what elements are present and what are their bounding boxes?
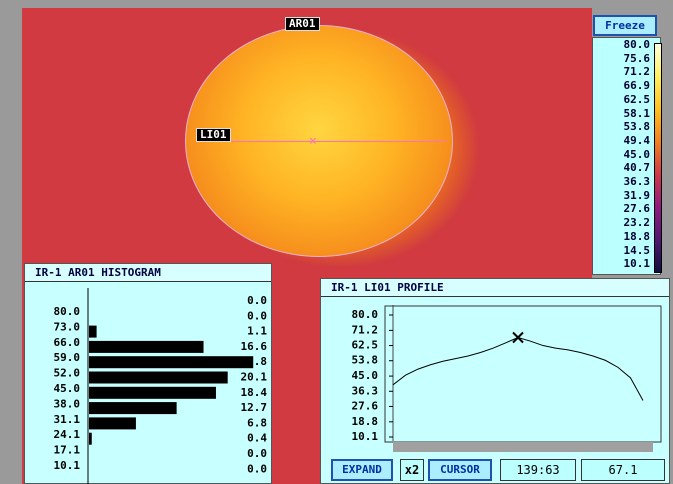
bin-label: 59.0 [54,351,81,364]
scale-label: 18.8 [624,230,651,243]
y-tick-label: 27.6 [352,399,379,412]
histogram-bar [89,433,92,445]
bar-value: 12.7 [241,401,268,414]
histogram-bar [89,417,136,429]
bin-label: 17.1 [54,444,81,457]
scale-label: 40.7 [624,161,651,174]
y-tick-label: 80.0 [352,308,379,321]
area-label[interactable]: AR01 [285,17,320,31]
scale-label: 14.5 [624,244,651,257]
scale-label: 45.0 [624,148,651,161]
line-label[interactable]: LI01 [196,128,231,142]
cursor-position: 139:63 [500,459,576,481]
histogram-bar [89,341,204,353]
scale-label: 62.5 [624,93,651,106]
histogram-window: IR-1 AR01 HISTOGRAM 80.0 73.0 66.0 59.0 52.0… [24,263,272,484]
bin-label: 52.0 [54,367,81,380]
thermal-app: × AR01 LI01 Freeze 80.075.671.266.962.55… [0,0,673,484]
bin-label: 45.0 [54,382,81,395]
bar-value: 1.1 [247,325,267,338]
bin-label: 73.0 [54,320,81,333]
bar-value: 0.0 [247,309,267,322]
histogram-bar [89,356,253,368]
freeze-button[interactable]: Freeze [593,15,657,36]
histogram-title: IR-1 AR01 HISTOGRAM [25,264,271,282]
histogram-bar [89,372,228,384]
histogram-bar [89,402,177,414]
bar-value: 20.1 [241,371,268,384]
scale-label: 23.2 [624,216,651,229]
scale-label: 49.4 [624,134,651,147]
cursor-button[interactable]: CURSOR [428,459,492,481]
color-bar [654,43,662,273]
y-tick-label: 10.1 [352,430,379,443]
scale-label: 36.3 [624,175,651,188]
scrollbar [393,442,653,452]
bin-label: 66.0 [54,336,81,349]
bar-value: 0.4 [247,432,267,445]
scale-label: 53.8 [624,120,651,133]
line-roi [196,141,446,142]
center-marker: × [309,134,317,149]
bin-label: 31.1 [54,413,81,426]
bin-label: 24.1 [54,428,81,441]
scale-label: 80.0 [624,38,651,51]
scale-label: 31.9 [624,189,651,202]
scale-label: 10.1 [624,257,651,270]
bin-label: 80.0 [54,305,81,318]
histogram-bar [89,387,216,399]
bar-value: 16.6 [241,340,268,353]
bar-value: 0.0 [247,294,267,307]
bar-value: 18.4 [241,386,268,399]
zoom-button[interactable]: x2 [400,459,424,481]
profile-plot: 80.0 71.2 62.5 53.8 45.0 36.3 27.6 18.8 10.1 [321,297,669,457]
y-tick-label: 71.2 [352,323,379,336]
plot-frame [385,306,661,442]
bar-value: 6.8 [247,416,267,429]
cursor-reading: 67.1 [581,459,665,481]
histogram-plot: 80.0 73.0 66.0 59.0 52.0 45.0 38.0 31.1 24.1 17.1… [25,282,271,484]
profile-window: IR-1 LI01 PROFILE 80.0 71.2 62.5 53.8 45.0 36… [320,278,670,484]
y-tick-label: 18.8 [352,415,379,428]
histogram-bar [89,326,97,338]
bar-value: 23.8 [241,355,268,368]
expand-button[interactable]: EXPAND [331,459,393,481]
scale-label: 27.6 [624,202,651,215]
bar-value: 0.0 [247,462,267,475]
profile-title: IR-1 LI01 PROFILE [321,279,669,297]
scale-label: 75.6 [624,52,651,65]
bar-value: 0.0 [247,447,267,460]
y-tick-label: 62.5 [352,339,379,352]
bin-label: 10.1 [54,459,81,472]
scale-label: 66.9 [624,79,651,92]
y-tick-label: 53.8 [352,354,379,367]
y-tick-label: 36.3 [352,384,379,397]
y-tick-label: 45.0 [352,369,379,382]
bin-label: 38.0 [54,397,81,410]
scale-label: 71.2 [624,65,651,78]
scale-label: 58.1 [624,107,651,120]
